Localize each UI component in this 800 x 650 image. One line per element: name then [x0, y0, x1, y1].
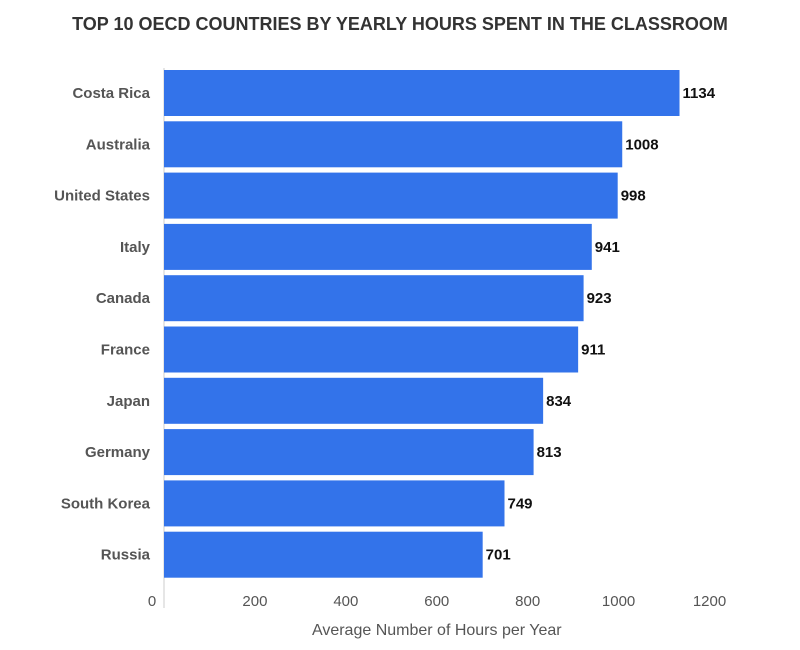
value-label: 941: [595, 239, 620, 256]
x-tick-labels: 0 200 400 600 800 1000 1200: [148, 593, 726, 610]
bar-japan: [164, 377, 544, 424]
category-label: United States: [54, 188, 150, 205]
x-tick-label: 1000: [602, 593, 635, 610]
x-tick-label: 200: [242, 593, 267, 610]
category-label: Canada: [96, 290, 151, 307]
x-tick-label: 1200: [693, 593, 726, 610]
bar-south-korea: [164, 480, 505, 527]
x-tick-label: 800: [515, 593, 540, 610]
x-tick-label: 400: [333, 593, 358, 610]
value-label: 998: [621, 188, 646, 205]
bars-group: [163, 68, 680, 608]
category-label: Costa Rica: [72, 85, 150, 102]
value-label: 813: [537, 444, 562, 461]
category-label: Germany: [85, 444, 151, 461]
category-label: France: [101, 342, 150, 359]
value-label: 911: [581, 342, 605, 359]
bar-australia: [164, 121, 623, 168]
category-labels: Costa Rica Australia United States Italy Can…: [54, 85, 151, 564]
category-label: Russia: [101, 547, 151, 564]
x-axis-title: Average Number of Hours per Year: [312, 622, 562, 639]
bar-russia: [164, 531, 483, 578]
chart-title: TOP 10 OECD COUNTRIES BY YEARLY HOURS SP…: [72, 14, 728, 34]
category-label: South Korea: [61, 495, 151, 512]
value-labels: 1134 1008 998 941 923 911 834 813 749 701: [486, 85, 716, 564]
x-tick-label: 600: [424, 593, 449, 610]
category-label: Japan: [107, 393, 150, 410]
value-label: 1134: [683, 85, 716, 102]
value-label: 749: [507, 495, 532, 512]
bar-costa-rica: [164, 70, 680, 116]
value-label: 701: [486, 547, 511, 564]
bar-france: [164, 326, 579, 373]
bar-italy: [164, 223, 592, 270]
bar-canada: [164, 275, 584, 322]
bar-germany: [164, 429, 534, 476]
bar-united-states: [164, 172, 618, 219]
category-label: Italy: [120, 239, 151, 256]
value-label: 923: [587, 290, 612, 307]
value-label: 834: [546, 393, 572, 410]
value-label: 1008: [625, 136, 658, 153]
category-label: Australia: [86, 136, 151, 153]
x-tick-label: 0: [148, 593, 156, 610]
